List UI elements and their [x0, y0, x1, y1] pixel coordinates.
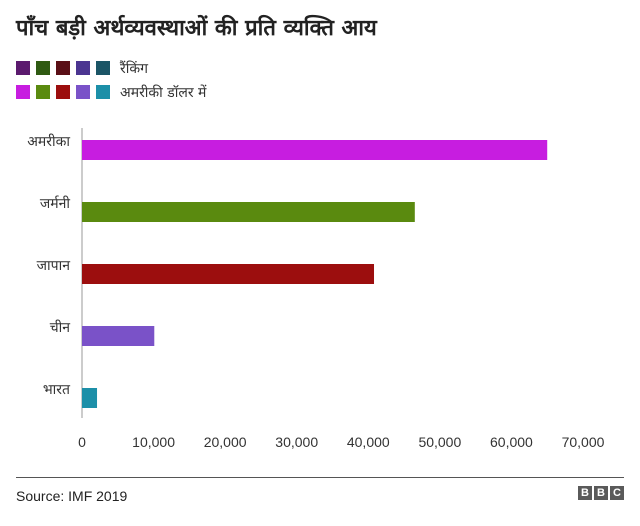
category-label: चीन — [50, 319, 71, 336]
category-label: अमरीका — [27, 133, 70, 150]
legend-value-swatch — [36, 85, 50, 99]
footer-divider — [16, 477, 624, 478]
category-label: जर्मनी — [40, 195, 71, 212]
legend-ranking-swatch — [36, 61, 50, 75]
bar-chart: अमरीका जर्मनी जापान चीन भारत 0 10,000 20,000 30,… — [27, 128, 605, 450]
legend-ranking-swatch — [16, 61, 30, 75]
legend-ranking-swatch — [56, 61, 70, 75]
bar — [82, 388, 98, 408]
bar — [82, 326, 155, 346]
x-tick-label: 50,000 — [418, 434, 461, 450]
bbc-logo-letter: C — [610, 486, 624, 500]
legend-values: अमरीकी डॉलर में — [16, 84, 207, 101]
bar — [82, 264, 375, 284]
legend-value-swatch — [76, 85, 90, 99]
legend-value-swatch — [96, 85, 110, 99]
x-tick-label: 10,000 — [132, 434, 175, 450]
x-tick-label: 40,000 — [347, 434, 390, 450]
legend-value-swatch — [16, 85, 30, 99]
legend-value-label: अमरीकी डॉलर में — [120, 84, 207, 101]
bar — [82, 140, 548, 160]
legend-ranking-swatch — [76, 61, 90, 75]
bbc-logo-letter: B — [594, 486, 608, 500]
legend-ranking-swatch — [96, 61, 110, 75]
bbc-logo: B B C — [578, 486, 624, 500]
category-label: भारत — [43, 382, 71, 398]
bar — [82, 202, 415, 222]
chart-title: पाँच बड़ी अर्थव्यवस्थाओं की प्रति व्यक्त… — [16, 16, 377, 41]
x-tick-label: 60,000 — [490, 434, 533, 450]
x-tick-label: 0 — [78, 434, 86, 450]
legend-value-swatch — [56, 85, 70, 99]
legend-ranking-label: रैंकिंग — [120, 60, 148, 77]
x-tick-label: 70,000 — [562, 434, 605, 450]
x-tick-label: 20,000 — [204, 434, 247, 450]
category-label: जापान — [37, 258, 71, 274]
bbc-logo-letter: B — [578, 486, 592, 500]
source-note: Source: IMF 2019 — [16, 488, 128, 504]
legend-ranking: रैंकिंग — [16, 60, 148, 77]
x-tick-label: 30,000 — [275, 434, 318, 450]
